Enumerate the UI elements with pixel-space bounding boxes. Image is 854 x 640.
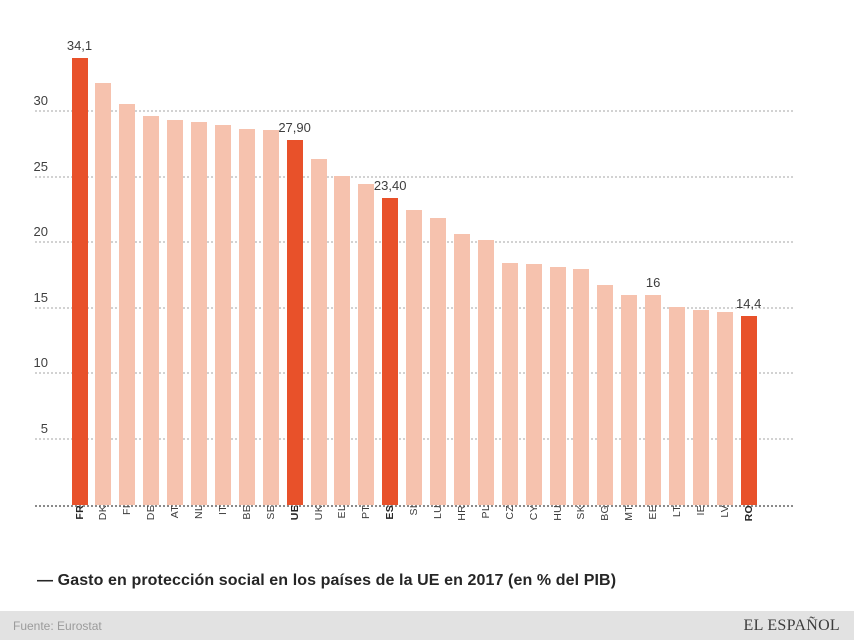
y-tick-label-25: 25 (33, 158, 48, 174)
x-label-CY: CY (527, 505, 540, 521)
x-label-DE: DE (145, 505, 158, 521)
bar-UE (286, 139, 303, 505)
x-label-FI: FI (121, 505, 134, 515)
bar-HR (453, 233, 470, 505)
value-label-UE: 27,90 (278, 119, 311, 135)
x-label-PL: PL (479, 505, 492, 519)
bar-IE (692, 309, 709, 505)
bar-EL (334, 176, 351, 505)
plot-area: 5 10 15 20 25 30 FR 34,1 DK FI DE AT NL IT BE SE UE 27,90… (34, 38, 793, 521)
bar-MT (621, 295, 638, 505)
bar-PL (477, 240, 494, 505)
x-label-LV: LV (718, 505, 731, 518)
x-label-HU: HU (551, 505, 564, 521)
bar-EE (645, 295, 662, 505)
x-label-MT: MT (623, 505, 636, 521)
x-label-UE: UE (288, 505, 301, 521)
bar-LU (430, 218, 446, 505)
bar-LT (669, 307, 685, 505)
y-tick-label-30: 30 (33, 93, 48, 108)
value-label-FR: 34,1 (66, 38, 93, 54)
x-label-IE: IE (694, 505, 707, 516)
x-label-RO: RO (742, 505, 755, 522)
x-label-IT: IT (216, 505, 229, 515)
bar-CZ (501, 262, 518, 505)
chart-title: — Gasto en protección social en los país… (37, 572, 617, 589)
x-label-SK: SK (575, 505, 588, 520)
x-label-BE: BE (240, 505, 253, 520)
bar-SE (262, 130, 279, 505)
bar-UK (310, 159, 327, 505)
gridline-30 (35, 110, 793, 112)
bar-BG (597, 284, 614, 505)
y-tick-label-5: 5 (40, 420, 48, 436)
x-label-FR: FR (73, 505, 86, 520)
bar-HU (549, 266, 566, 505)
bar-SI (406, 210, 423, 505)
bar-AT (167, 119, 184, 505)
y-tick-label-15: 15 (33, 289, 48, 305)
bar-RO (740, 316, 757, 505)
y-tick-label-10: 10 (33, 355, 48, 370)
x-label-EE: EE (647, 505, 660, 520)
value-label-ES: 23,40 (373, 178, 407, 194)
bar-NL (191, 122, 207, 505)
footer-bar: Fuente: Eurostat EL ESPAÑOL (0, 611, 854, 640)
value-label-RO: 14,4 (736, 296, 762, 312)
x-label-UK: UK (312, 505, 325, 521)
gridline-25 (35, 175, 793, 178)
x-label-AT: AT (169, 505, 182, 519)
bar-DK (95, 83, 112, 505)
source-label: Fuente: Eurostat (13, 618, 102, 633)
x-label-EL: EL (336, 505, 349, 519)
x-label-DK: DK (97, 505, 110, 521)
value-label-EE: 16 (645, 275, 661, 291)
x-label-BG: BG (599, 505, 612, 521)
x-label-CZ: CZ (503, 505, 516, 520)
bar-ES (382, 198, 399, 505)
bar-PT (358, 184, 375, 505)
x-label-HR: HR (455, 505, 468, 521)
brand-logo: EL ESPAÑOL (743, 616, 840, 634)
bar-LV (716, 312, 733, 505)
x-label-NL: NL (193, 505, 205, 520)
y-tick-label-20: 20 (33, 224, 48, 239)
x-label-LT: LT (671, 505, 683, 518)
x-label-PT: PT (360, 505, 373, 520)
x-label-LU: LU (432, 505, 444, 520)
x-label-SE: SE (264, 505, 277, 520)
bar-IT (214, 125, 231, 505)
bar-CY (525, 263, 542, 505)
bar-SK (573, 269, 590, 505)
bar-BE (238, 129, 255, 505)
bar-DE (143, 115, 160, 505)
bar-FR (71, 58, 88, 505)
bar-FI (119, 104, 136, 505)
x-label-SI: SI (408, 505, 421, 516)
x-label-ES: ES (384, 505, 397, 520)
